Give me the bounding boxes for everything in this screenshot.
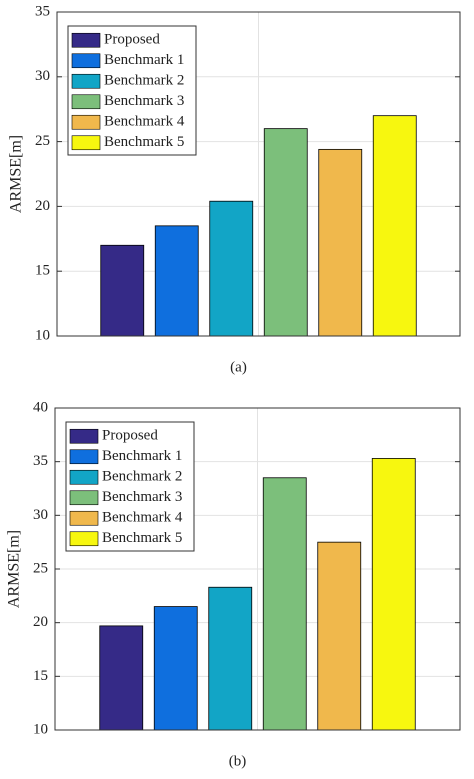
bar bbox=[99, 625, 144, 731]
bar bbox=[208, 586, 253, 731]
bar bbox=[262, 477, 307, 731]
legend-label: Benchmark 4 bbox=[102, 510, 183, 526]
legend-swatch bbox=[69, 490, 99, 506]
plot-frame bbox=[56, 11, 461, 337]
y-tick-label: 30 bbox=[35, 68, 50, 84]
legend-swatch bbox=[69, 428, 99, 444]
bar bbox=[317, 541, 362, 731]
y-tick-label: 25 bbox=[33, 560, 48, 576]
y-tick-label: 20 bbox=[35, 198, 50, 214]
legend-swatch bbox=[71, 73, 101, 89]
legend-label: Benchmark 3 bbox=[102, 489, 182, 505]
legend-label: Benchmark 1 bbox=[102, 448, 182, 464]
legend-swatch bbox=[69, 449, 99, 465]
y-tick-label: 35 bbox=[35, 3, 50, 19]
legend-label: Benchmark 5 bbox=[102, 530, 182, 546]
y-axis-label: ARMSE[m] bbox=[6, 530, 23, 608]
legend-swatch bbox=[69, 531, 99, 547]
bar bbox=[318, 148, 363, 337]
y-tick-label: 20 bbox=[33, 614, 48, 630]
bar bbox=[371, 458, 416, 731]
bar bbox=[372, 115, 417, 337]
y-tick-label: 15 bbox=[33, 668, 48, 684]
y-tick-label: 10 bbox=[35, 327, 50, 343]
legend-label: Benchmark 3 bbox=[104, 93, 184, 109]
bar bbox=[263, 128, 308, 337]
y-tick-label: 35 bbox=[33, 453, 48, 469]
legend-label: Proposed bbox=[102, 428, 158, 444]
legend-swatch bbox=[71, 94, 101, 110]
y-tick-label: 10 bbox=[33, 721, 48, 737]
legend-swatch bbox=[71, 135, 101, 151]
y-tick-label: 25 bbox=[35, 133, 50, 149]
legend-swatch bbox=[69, 510, 99, 526]
caption: (a) bbox=[230, 359, 247, 375]
legend-label: Benchmark 2 bbox=[102, 469, 182, 485]
legend-label: Benchmark 5 bbox=[104, 134, 184, 150]
legend-label: Benchmark 4 bbox=[104, 114, 185, 130]
legend-label: Benchmark 1 bbox=[104, 52, 184, 68]
legend-swatch bbox=[71, 114, 101, 130]
legend-swatch bbox=[69, 469, 99, 485]
bar bbox=[100, 244, 145, 337]
legend-label: Benchmark 2 bbox=[104, 73, 184, 89]
bar bbox=[209, 200, 254, 337]
legend-label: Proposed bbox=[104, 32, 160, 48]
bar bbox=[153, 606, 198, 731]
y-tick-label: 15 bbox=[35, 263, 50, 279]
y-axis-label: ARMSE[m] bbox=[8, 135, 25, 213]
y-tick-label: 30 bbox=[33, 507, 48, 523]
legend-swatch bbox=[71, 32, 101, 48]
caption: (b) bbox=[229, 753, 247, 769]
bar bbox=[154, 225, 199, 337]
legend-swatch bbox=[71, 53, 101, 69]
y-tick-label: 40 bbox=[33, 399, 48, 415]
plot-frame bbox=[54, 407, 461, 731]
